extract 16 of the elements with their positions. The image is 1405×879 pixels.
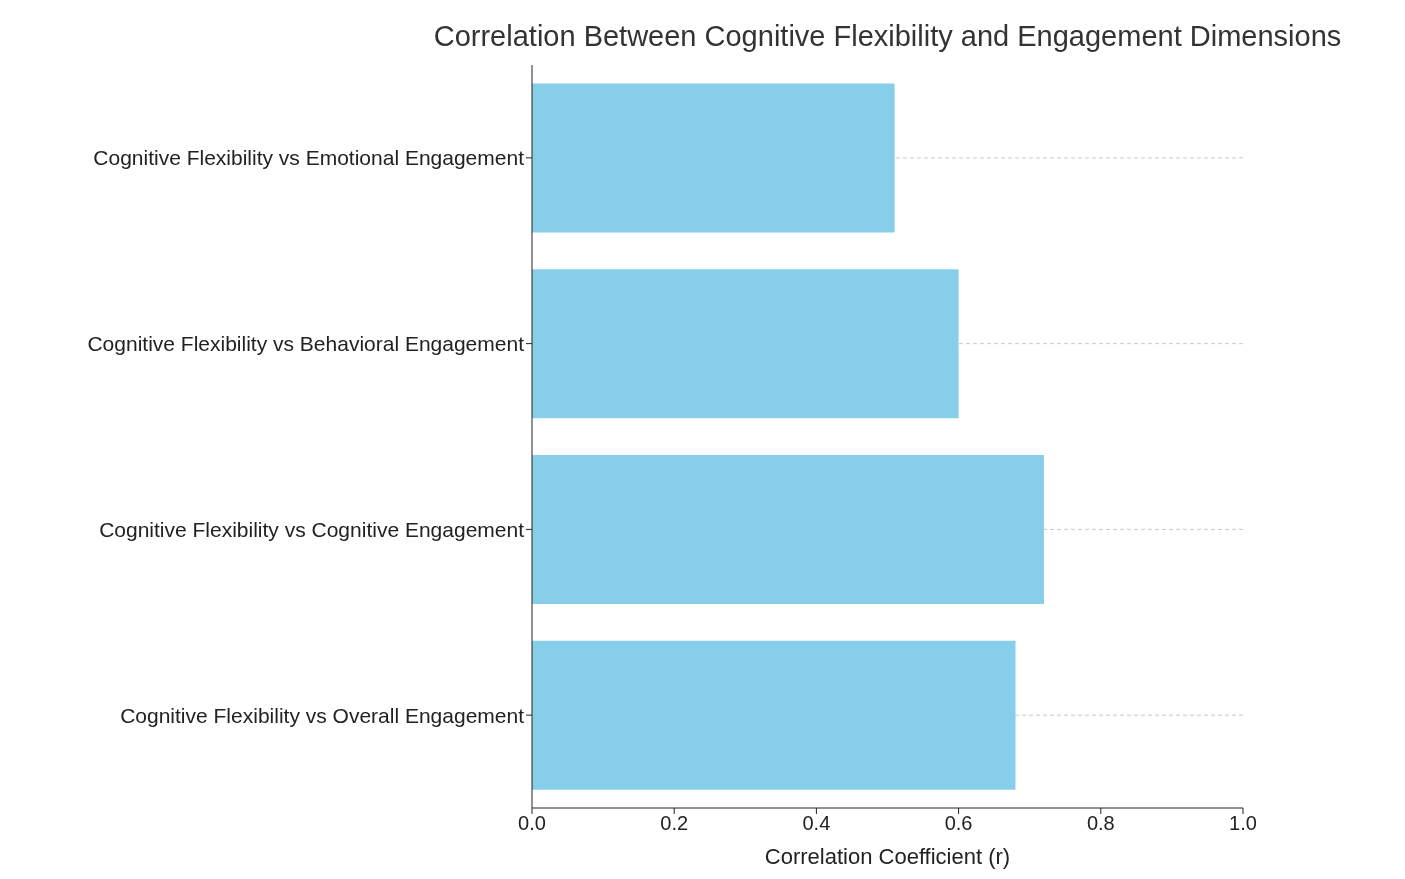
- x-tick-label: 0.6: [944, 812, 973, 835]
- x-tick-label: 1.0: [1229, 812, 1257, 835]
- x-axis-title: Correlation Coefficient (r): [764, 844, 1011, 869]
- y-tick-label: Cognitive Flexibility vs Cognitive Engagement: [99, 517, 525, 541]
- y-tick-label: Cognitive Flexibility vs Overall Engagement: [120, 703, 525, 727]
- bar: [532, 455, 1044, 605]
- chart-title: Correlation Between Cognitive Flexibility and Engagement Dimensions: [433, 20, 1342, 53]
- x-tick-label: 0.0: [518, 812, 546, 835]
- x-tick-label: 0.2: [660, 812, 689, 835]
- x-tick-label: 0.4: [802, 812, 831, 835]
- bar: [532, 83, 895, 233]
- bar: [532, 640, 1016, 790]
- y-tick-label: Cognitive Flexibility vs Emotional Engagement: [93, 146, 525, 170]
- x-tick-label: 0.8: [1086, 812, 1115, 835]
- bar: [532, 269, 959, 419]
- y-tick-label: Cognitive Flexibility vs Behavioral Engagement: [87, 332, 525, 356]
